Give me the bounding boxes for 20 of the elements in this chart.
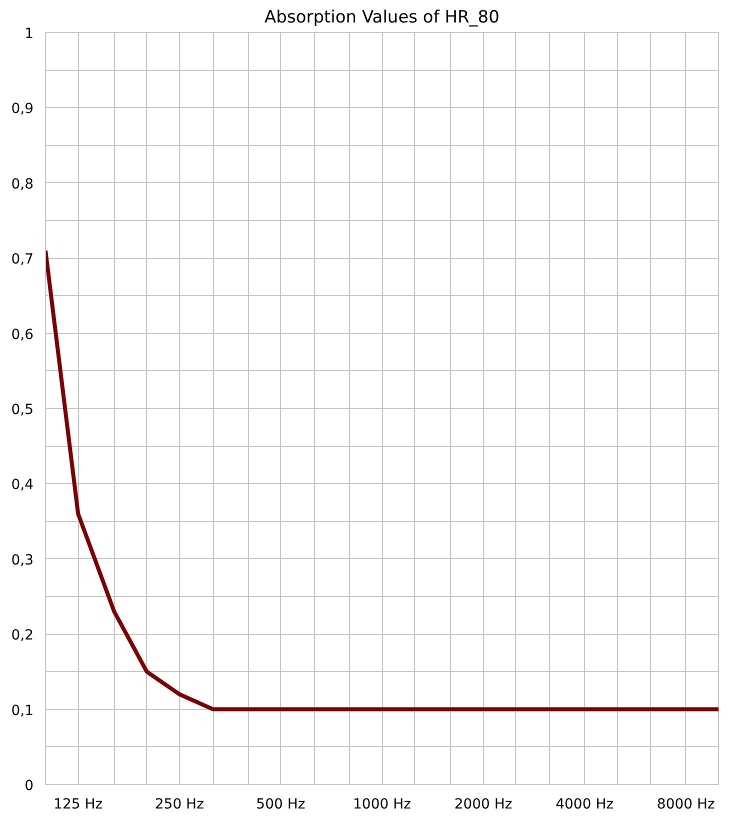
y-tick-label: 0,2 [11,628,34,644]
x-tick-label: 1000 Hz [353,796,411,812]
y-tick-label: 0,9 [11,101,34,118]
y-tick-label: 0,1 [11,702,34,719]
y-tick-label: 0 [24,778,34,794]
y-tick-label: 0,4 [11,477,34,494]
y-tick-label: 0,3 [11,552,34,568]
y-tick-label: 0,8 [11,176,34,192]
x-tick-label: 2000 Hz [454,796,512,812]
line-series [46,248,718,712]
y-tick-label: 0,7 [11,252,34,268]
x-tick-label: 125 Hz [54,796,103,812]
y-tick-label: 0,6 [11,326,34,343]
y-tick-label: 1 [24,26,34,42]
y-tick-label: 0,5 [11,402,34,418]
chart-title: Absorption Values of HR_80 [264,8,500,28]
x-tick-label: 8000 Hz [656,796,715,812]
x-tick-label: 4000 Hz [556,796,614,812]
x-tick-label: 500 Hz [256,796,306,812]
x-tick-label: 250 Hz [154,796,204,812]
